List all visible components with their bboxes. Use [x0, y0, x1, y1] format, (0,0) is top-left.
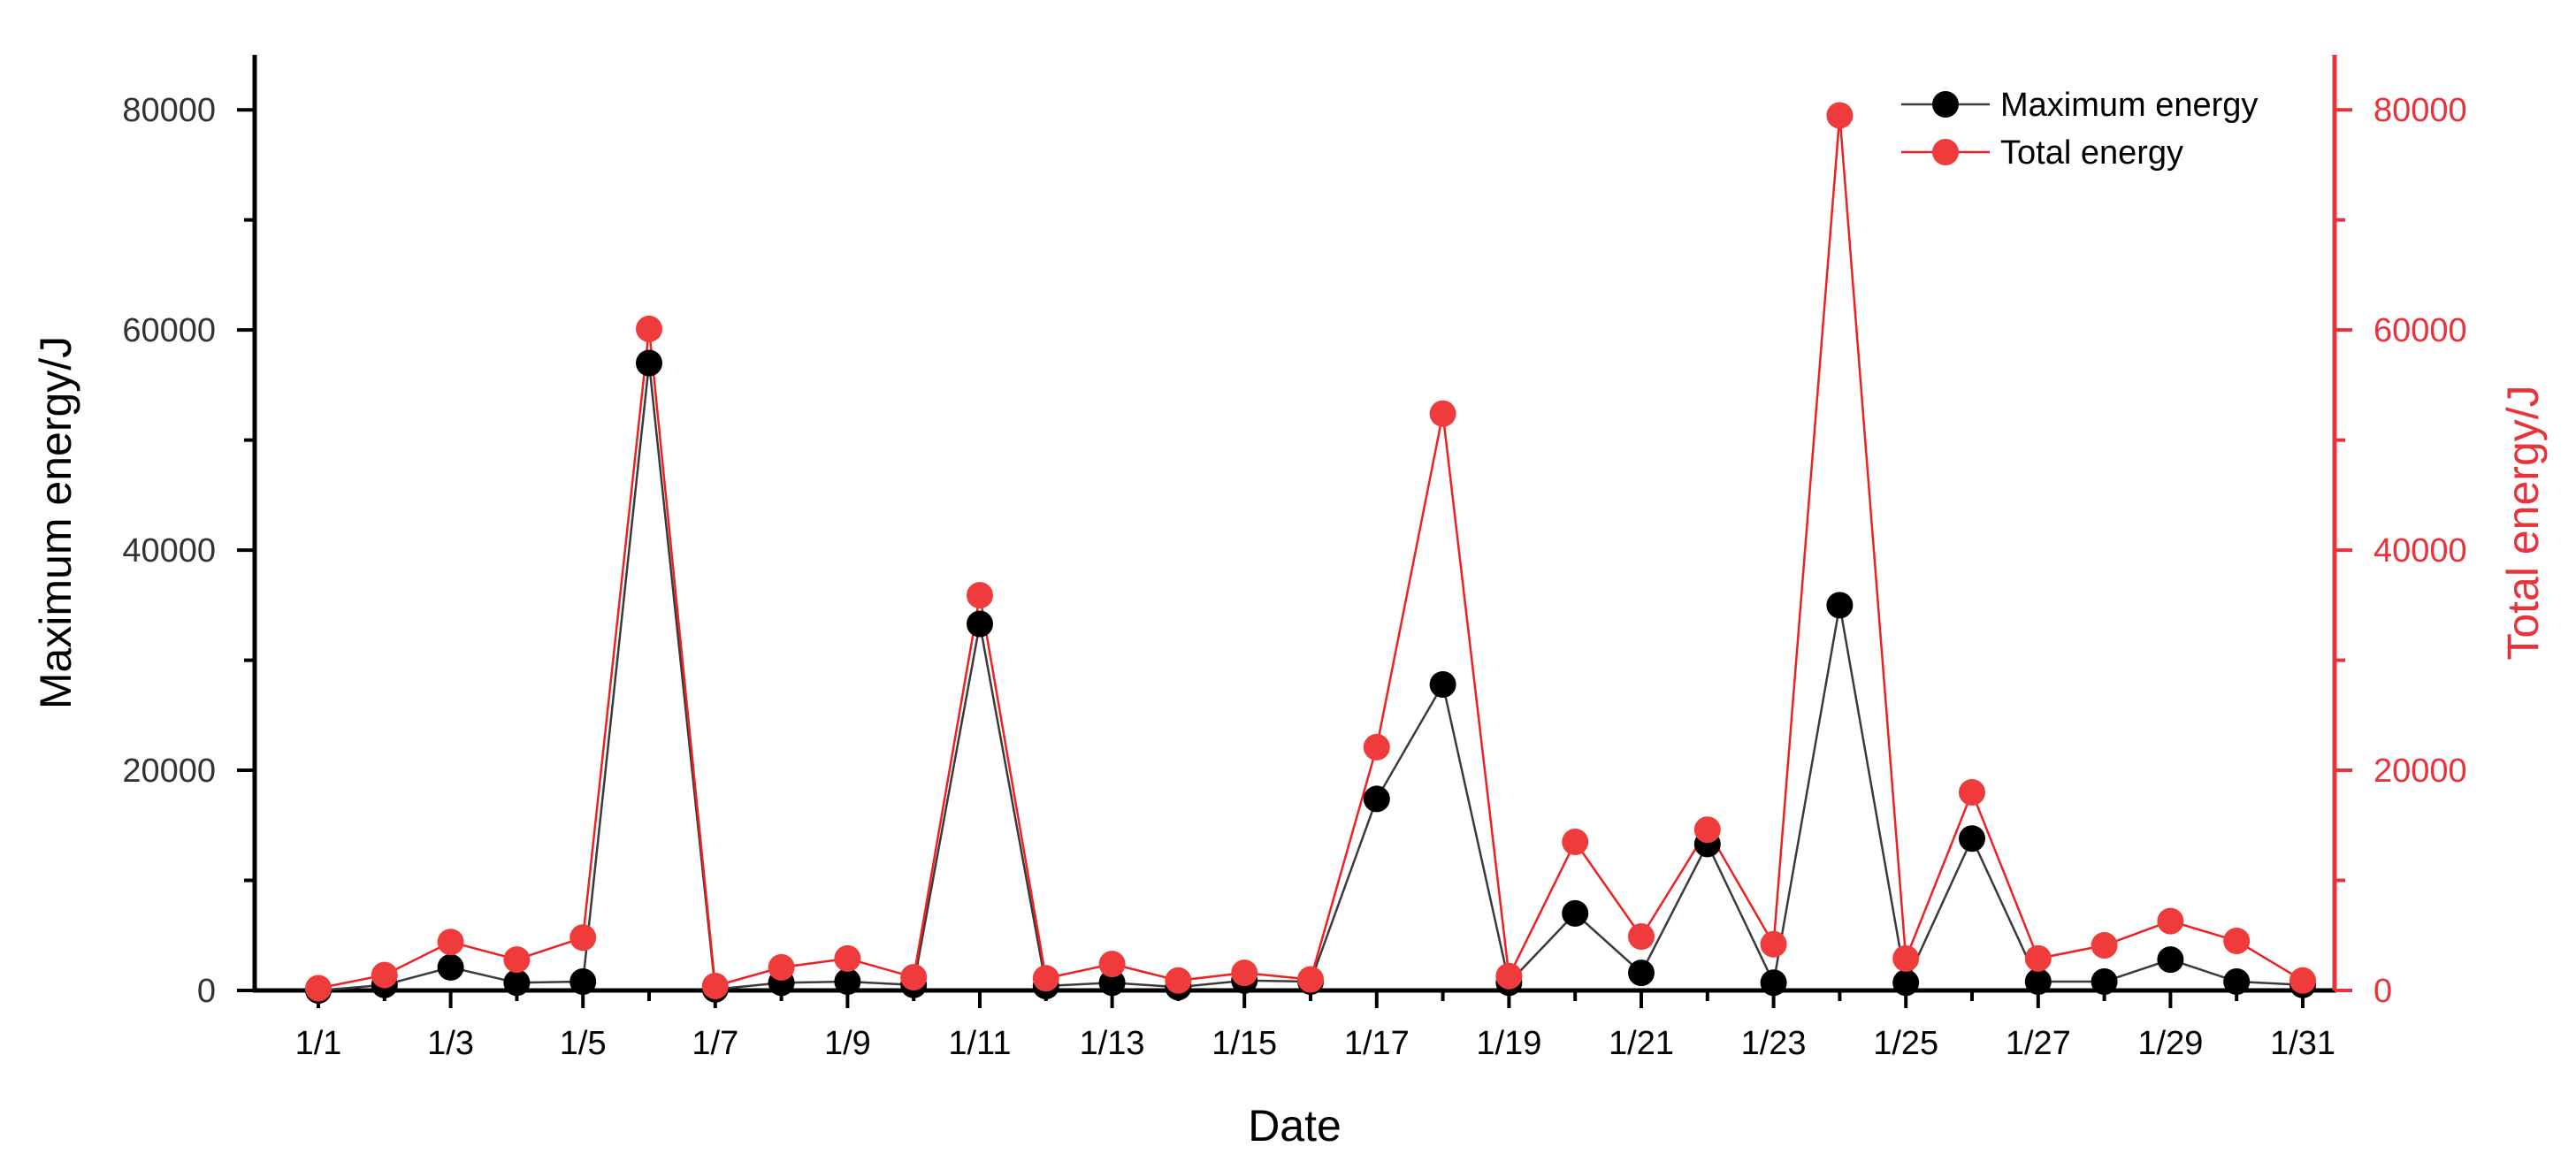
left-tick-label: 60000: [122, 312, 216, 349]
x-tick-label: 1/25: [1873, 1025, 1938, 1062]
total-energy-point: [1760, 930, 1787, 958]
total-energy-point: [569, 924, 597, 952]
maximum-energy-point: [967, 610, 993, 638]
total-energy-point: [437, 929, 464, 956]
maximum-energy-point: [2024, 968, 2052, 996]
x-tick-label: 1/13: [1080, 1025, 1145, 1062]
total-energy-point: [305, 975, 332, 1002]
left-tick-label: 20000: [122, 753, 216, 790]
total-energy-point: [1959, 778, 1985, 806]
total-energy-point: [701, 973, 729, 1000]
total-energy-point: [1297, 966, 1324, 993]
total-energy-point: [1032, 965, 1059, 992]
x-tick-label: 1/3: [427, 1025, 474, 1062]
right-tick-label: 60000: [2373, 312, 2467, 349]
total-energy-point: [1165, 967, 1192, 994]
maximum-energy-point: [834, 968, 861, 996]
total-energy-point: [1892, 944, 1920, 972]
x-tick-label: 1/11: [948, 1025, 1011, 1062]
left-axis-title: Maximum energy/J: [31, 336, 80, 709]
maximum-energy-point: [1959, 825, 1985, 852]
total-energy-point: [2024, 944, 2052, 972]
right-tick-label: 20000: [2373, 753, 2467, 790]
total-energy-point: [900, 964, 928, 991]
maximum-energy-point: [503, 969, 531, 997]
maximum-energy-point: [1363, 785, 1390, 813]
legend-total-energy-label: Total energy: [2000, 134, 2183, 172]
x-tick-label: 1/21: [1609, 1025, 1674, 1062]
maximum-energy-point: [2091, 968, 2118, 996]
total-energy-point: [768, 953, 795, 981]
total-energy-point: [1826, 102, 1854, 129]
legend: Maximum energy Total energy: [1901, 87, 2258, 172]
x-tick-label: 1/23: [1741, 1025, 1807, 1062]
total-energy-point: [1562, 828, 1589, 855]
maximum-energy-point: [2223, 968, 2251, 996]
maximum-energy-point: [1628, 959, 1655, 987]
right-tick-label: 40000: [2373, 532, 2467, 570]
right-tick-label: 0: [2373, 973, 2392, 1010]
total-energy-point: [2223, 927, 2251, 954]
maximum-energy-point: [1429, 670, 1456, 698]
left-tick-label: 0: [197, 973, 216, 1010]
x-tick-label: 1/19: [1476, 1025, 1541, 1062]
x-tick-label: 1/29: [2137, 1025, 2203, 1062]
maximum-energy-point: [636, 349, 662, 377]
total-energy-point: [1098, 951, 1126, 978]
total-energy-point: [1628, 923, 1655, 951]
legend-maximum-energy-marker: [1932, 91, 1959, 118]
x-tick-label: 1/9: [824, 1025, 871, 1062]
x-tick-label: 1/5: [560, 1025, 607, 1062]
total-energy-point: [1231, 959, 1258, 987]
right-tick-label: 80000: [2373, 92, 2467, 129]
total-energy-point: [371, 961, 398, 989]
total-energy-point: [1495, 962, 1523, 990]
x-tick-label: 1/7: [692, 1025, 738, 1062]
maximum-energy-point: [1098, 969, 1126, 997]
maximum-energy-line: [317, 363, 2304, 992]
total-energy-point: [1363, 733, 1390, 761]
total-energy-point: [636, 315, 662, 342]
maximum-energy-point: [1892, 969, 1920, 997]
legend-total-energy-marker: [1932, 139, 1959, 165]
x-axis-title: Date: [1248, 1101, 1342, 1151]
total-energy-point: [2091, 931, 2118, 959]
maximum-energy-point: [437, 953, 464, 981]
maximum-energy-point: [569, 968, 597, 996]
x-tick-label: 1/31: [2270, 1025, 2335, 1062]
maximum-energy-point: [2157, 946, 2184, 974]
x-tick-label: 1/1: [295, 1025, 342, 1062]
left-tick-label: 40000: [122, 532, 216, 570]
x-tick-label: 1/17: [1344, 1025, 1410, 1062]
maximum-energy-point: [1562, 899, 1589, 927]
total-energy-point: [2289, 967, 2316, 994]
total-energy-point: [967, 582, 993, 609]
left-tick-label: 80000: [122, 92, 216, 129]
total-energy-line: [317, 115, 2304, 990]
x-tick-label: 1/27: [2006, 1025, 2071, 1062]
x-tick-label: 1/15: [1212, 1025, 1277, 1062]
maximum-energy-point: [1826, 592, 1854, 619]
total-energy-point: [1429, 400, 1456, 427]
total-energy-point: [503, 946, 531, 974]
maximum-energy-point: [1760, 969, 1787, 997]
total-energy-point: [834, 944, 861, 972]
legend-maximum-energy-label: Maximum energy: [2000, 87, 2258, 124]
total-energy-point: [1693, 816, 1721, 844]
total-energy-point: [2157, 907, 2184, 935]
right-axis-title: Total energy/J: [2498, 385, 2548, 660]
